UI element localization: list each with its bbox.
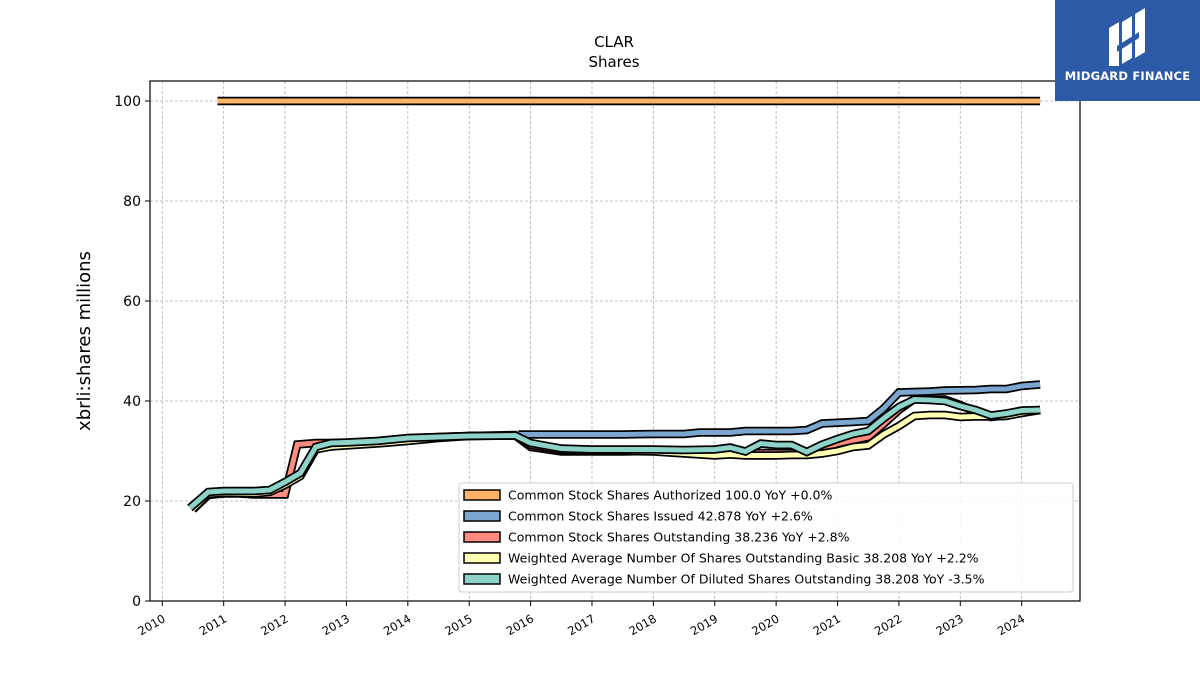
legend-swatch xyxy=(463,573,501,585)
x-tick-label: 2024 xyxy=(995,611,1027,638)
chart-subtitle: Shares xyxy=(588,53,639,71)
series-line xyxy=(518,380,1041,439)
x-tick-label: 2020 xyxy=(749,611,781,638)
x-tick-label: 2015 xyxy=(442,611,474,638)
legend-label: Weighted Average Number Of Shares Outsta… xyxy=(508,551,979,566)
series-stroke xyxy=(518,382,1041,437)
x-tick-label: 2013 xyxy=(320,611,352,638)
legend-swatch xyxy=(463,489,501,501)
brand-mark-icon xyxy=(1109,8,1145,66)
legend-label: Common Stock Shares Authorized 100.0 YoY… xyxy=(508,488,832,503)
y-tick-label: 20 xyxy=(123,494,141,510)
x-tick-label: 2011 xyxy=(197,611,229,638)
legend-label: Weighted Average Number Of Diluted Share… xyxy=(508,572,985,587)
x-tick-label: 2012 xyxy=(258,611,290,638)
brand-name: MIDGARD FINANCE xyxy=(1064,69,1191,83)
y-tick-label: 60 xyxy=(123,294,141,310)
legend-swatch xyxy=(463,510,501,522)
x-tick-label: 2016 xyxy=(504,611,536,638)
series-line xyxy=(187,395,1041,512)
series-layer xyxy=(187,96,1041,513)
legend-label: Common Stock Shares Outstanding 38.236 Y… xyxy=(508,530,850,545)
brand-logo: MIDGARD FINANCE xyxy=(1055,0,1200,101)
legend-swatch xyxy=(463,552,501,564)
legend-box xyxy=(458,482,1074,593)
x-tick-label: 2023 xyxy=(933,611,965,638)
plot-frame xyxy=(149,80,1081,602)
x-tick-label: 2019 xyxy=(688,611,720,638)
y-tick-label: 0 xyxy=(132,594,141,610)
x-tick-label: 2018 xyxy=(627,611,659,638)
x-tick-label: 2021 xyxy=(811,611,843,638)
y-tick-label: 40 xyxy=(123,394,141,410)
series-stroke xyxy=(188,396,1041,510)
x-tick-label: 2022 xyxy=(872,611,904,638)
x-tick-label: 2014 xyxy=(381,611,413,638)
legend: Common Stock Shares Authorized 100.0 YoY… xyxy=(458,482,1074,593)
x-tick-label: 2017 xyxy=(565,611,597,638)
legend-swatch xyxy=(463,531,501,543)
y-axis-label: xbrli:shares millions xyxy=(74,251,95,431)
y-tick-label: 80 xyxy=(123,194,141,210)
chart-title: CLAR xyxy=(594,33,634,51)
y-tick-label: 100 xyxy=(114,94,141,110)
legend-label: Common Stock Shares Issued 42.878 YoY +2… xyxy=(508,509,813,524)
x-tick-label: 2010 xyxy=(135,611,167,638)
